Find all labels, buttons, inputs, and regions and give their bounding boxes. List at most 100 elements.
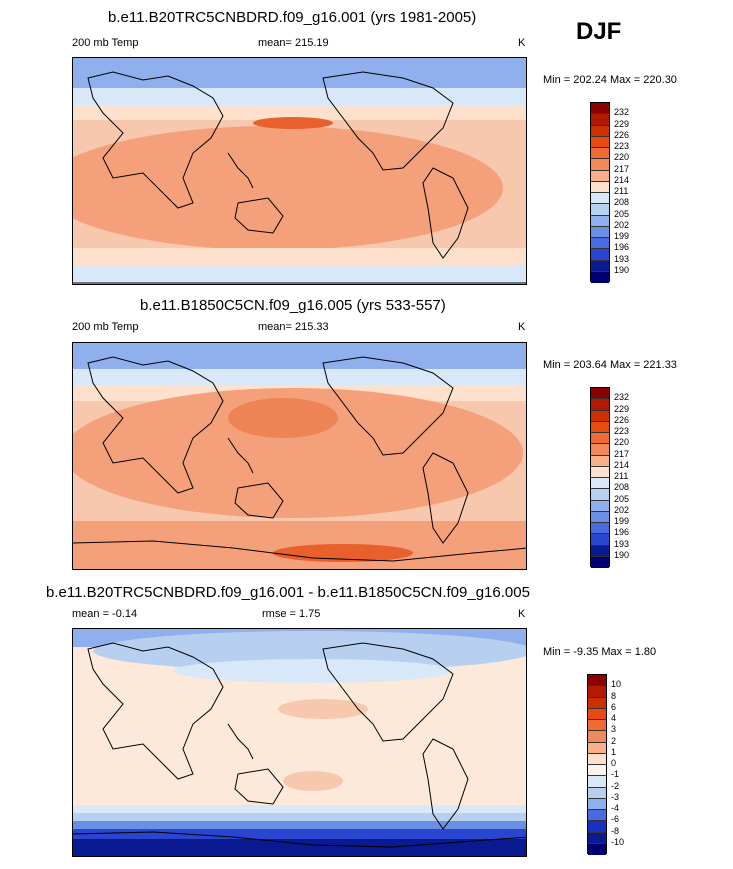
panel-1-mean-label: mean= 215.19 (258, 37, 329, 49)
colorbar-swatch (588, 731, 606, 743)
colorbar-level-label: 2 (611, 735, 617, 746)
panel-3-map (72, 628, 527, 857)
colorbar-level-label: 220 (614, 152, 630, 163)
panel-2-unit-label: K (518, 321, 526, 333)
colorbar-swatch (591, 170, 609, 182)
colorbar-level-label: 3 (611, 724, 617, 735)
colorbar-level-label: 10 (611, 679, 622, 690)
panel-2-variable-label: 200 mb Temp (72, 321, 139, 333)
colorbar-level-label: -4 (611, 803, 620, 813)
colorbar-level-label: 223 (614, 426, 630, 436)
colorbar-swatch (591, 410, 609, 422)
colorbar-swatch (588, 832, 606, 844)
colorbar-swatch (591, 271, 609, 283)
colorbar-level-label: 6 (611, 701, 617, 712)
panel-3-mean-label: mean = -0.14 (72, 608, 138, 620)
colorbar-level-label: 205 (614, 493, 630, 504)
panel-2-colorbar (590, 387, 610, 568)
panel-2-mean-label: mean= 215.33 (258, 321, 329, 333)
colorbar-level-label: 1 (611, 746, 617, 757)
colorbar-swatch (591, 545, 609, 557)
colorbar-level-label: 220 (614, 437, 630, 448)
colorbar-swatch (588, 742, 606, 754)
colorbar-level-label: 226 (614, 129, 630, 140)
colorbar-level-label: 214 (614, 459, 630, 470)
colorbar-level-label: 193 (614, 538, 630, 549)
colorbar-swatch (591, 556, 609, 568)
colorbar-level-label: 217 (614, 163, 630, 174)
colorbar-level-label: 199 (614, 231, 630, 241)
colorbar-level-label: 205 (614, 208, 630, 219)
colorbar-swatch (588, 686, 606, 698)
colorbar-swatch (591, 500, 609, 512)
colorbar-swatch (588, 810, 606, 822)
colorbar-level-label: 4 (611, 713, 617, 723)
panel-1-unit-label: K (518, 37, 526, 49)
colorbar-level-label: 8 (611, 690, 617, 701)
colorbar-level-label: 229 (614, 118, 630, 129)
colorbar-level-label: 223 (614, 141, 630, 151)
colorbar-level-label: 193 (614, 253, 630, 264)
colorbar-swatch (591, 399, 609, 411)
colorbar-swatch (588, 843, 606, 855)
colorbar-swatch (591, 455, 609, 467)
colorbar-level-label: 208 (614, 197, 630, 208)
colorbar-swatch (591, 103, 609, 115)
panel-1-map-field (73, 58, 526, 284)
colorbar-level-label: 196 (614, 242, 630, 253)
colorbar-swatch (591, 238, 609, 250)
colorbar-swatch (591, 226, 609, 238)
colorbar-swatch (591, 125, 609, 137)
colorbar-swatch (588, 753, 606, 765)
colorbar-swatch (588, 697, 606, 709)
season-label: DJF (576, 18, 622, 45)
colorbar-swatch (591, 249, 609, 261)
colorbar-level-label: -2 (611, 780, 620, 791)
colorbar-swatch (588, 675, 606, 687)
colorbar-level-label: 232 (614, 107, 630, 118)
panel-3-colorbar (587, 674, 607, 855)
colorbar-swatch (591, 421, 609, 433)
colorbar-level-label: 190 (614, 264, 630, 275)
panel-2-title: b.e11.B1850C5CN.f09_g16.005 (yrs 533-557… (140, 297, 446, 314)
panel-2-minmax: Min = 203.64 Max = 221.33 (543, 359, 677, 371)
panel-3-title: b.e11.B20TRC5CNBDRD.f09_g16.001 - b.e11.… (46, 584, 530, 601)
colorbar-level-label: 214 (614, 174, 630, 185)
colorbar-level-label: 202 (614, 219, 630, 230)
colorbar-swatch (591, 159, 609, 171)
colorbar-swatch (591, 193, 609, 205)
colorbar-swatch (591, 260, 609, 272)
colorbar-swatch (591, 388, 609, 400)
colorbar-level-label: -1 (611, 769, 620, 780)
panel-3-rmse-label: rmse = 1.75 (262, 608, 321, 620)
colorbar-swatch (588, 708, 606, 720)
colorbar-level-label: 190 (614, 549, 630, 560)
colorbar-swatch (591, 466, 609, 478)
colorbar-level-label: 196 (614, 527, 630, 538)
colorbar-level-label: 229 (614, 403, 630, 414)
colorbar-swatch (588, 821, 606, 833)
panel-3-minmax: Min = -9.35 Max = 1.80 (543, 646, 657, 658)
panel-1-title: b.e11.B20TRC5CNBDRD.f09_g16.001 (yrs 198… (108, 9, 477, 26)
panel-2-map-field (73, 343, 526, 569)
colorbar-level-label: -10 (611, 836, 625, 847)
panel-1-map (72, 57, 527, 285)
panel-1-colorbar (590, 102, 610, 283)
panel-1-minmax: Min = 202.24 Max = 220.30 (543, 74, 677, 86)
colorbar-level-label: 0 (611, 758, 617, 768)
colorbar-level-label: 226 (614, 414, 630, 425)
colorbar-swatch (591, 204, 609, 216)
colorbar-swatch (591, 181, 609, 193)
colorbar-swatch (588, 787, 606, 799)
colorbar-swatch (591, 489, 609, 501)
colorbar-swatch (591, 511, 609, 523)
panel-2-map (72, 342, 527, 570)
colorbar-level-label: 202 (614, 504, 630, 515)
colorbar-swatch (591, 433, 609, 445)
colorbar-level-label: 217 (614, 448, 630, 459)
colorbar-level-label: 208 (614, 482, 630, 493)
colorbar-swatch (591, 136, 609, 148)
colorbar-level-label: 232 (614, 392, 630, 403)
colorbar-swatch (591, 478, 609, 490)
colorbar-swatch (591, 534, 609, 546)
